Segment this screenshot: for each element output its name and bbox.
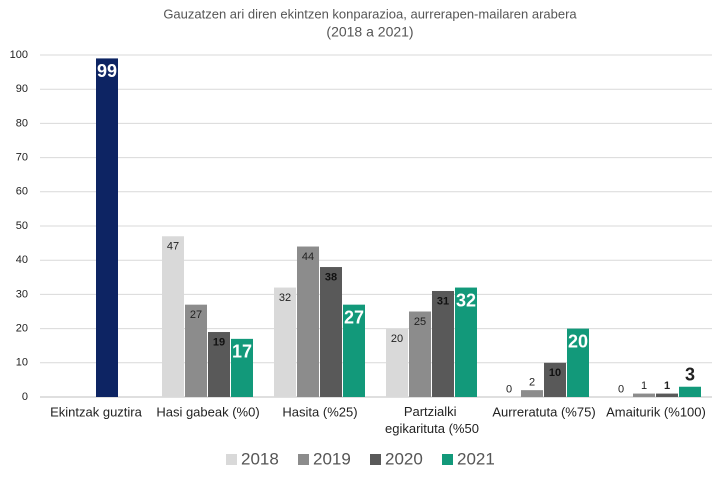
bar xyxy=(567,328,589,397)
bar xyxy=(343,304,365,397)
legend-swatch xyxy=(298,454,309,465)
data-label: 27 xyxy=(344,307,364,327)
bar xyxy=(96,58,118,398)
bar xyxy=(208,332,230,397)
data-label: 3 xyxy=(685,364,695,384)
y-tick-label: 50 xyxy=(16,220,28,232)
legend-swatch xyxy=(442,454,453,465)
x-tick-label: Ekintzak guztira xyxy=(50,404,143,419)
bar xyxy=(274,287,296,397)
data-label: 32 xyxy=(456,290,476,310)
data-label: 2 xyxy=(529,377,535,389)
bar xyxy=(633,393,655,397)
bar xyxy=(320,267,342,397)
x-tick-label: Hasi gabeak (%0) xyxy=(156,404,259,419)
legend-label: 2019 xyxy=(313,449,351,468)
legend-label: 2021 xyxy=(457,449,495,468)
data-label: 1 xyxy=(641,380,647,392)
data-label: 31 xyxy=(437,295,449,307)
y-tick-label: 30 xyxy=(16,288,28,300)
data-label: 10 xyxy=(549,367,561,379)
chart-subtitle: (2018 a 2021) xyxy=(326,24,413,40)
legend-swatch xyxy=(370,454,381,465)
bar xyxy=(409,311,431,397)
y-tick-label: 70 xyxy=(16,152,28,164)
legend-label: 2020 xyxy=(385,449,423,468)
bar xyxy=(521,390,543,397)
data-label: 44 xyxy=(302,251,314,263)
y-tick-label: 0 xyxy=(22,391,28,403)
data-label: 47 xyxy=(167,241,179,253)
bar xyxy=(432,290,454,397)
y-tick-label: 60 xyxy=(16,186,28,198)
y-tick-label: 20 xyxy=(16,323,28,335)
chart-title: Gauzatzen ari diren ekintzen konparazioa… xyxy=(163,6,577,21)
bar xyxy=(679,386,701,397)
bar xyxy=(297,246,319,397)
y-tick-label: 40 xyxy=(16,254,28,266)
bar xyxy=(656,393,678,397)
bar xyxy=(455,287,477,397)
data-label: 0 xyxy=(506,383,512,395)
bar xyxy=(162,236,184,397)
y-tick-label: 90 xyxy=(16,83,28,95)
bar xyxy=(231,338,253,397)
label-line: Partzialki xyxy=(404,404,460,419)
data-label: 0 xyxy=(618,383,624,395)
label-line: egikarituta (%50 xyxy=(385,421,479,436)
legend-swatch xyxy=(226,454,237,465)
data-label: 19 xyxy=(213,336,225,348)
bar xyxy=(185,304,207,397)
bar xyxy=(386,328,408,397)
bar xyxy=(544,362,566,397)
data-label: 38 xyxy=(325,271,337,283)
x-tick-label: Aurreratuta (%75) xyxy=(492,404,595,419)
y-tick-label: 10 xyxy=(16,357,28,369)
x-tick-label: Amaiturik (%100) xyxy=(606,404,706,419)
legend-label: 2018 xyxy=(241,449,279,468)
data-label: 20 xyxy=(568,331,588,351)
data-label: 20 xyxy=(391,333,403,345)
y-tick-label: 100 xyxy=(10,49,28,61)
x-tick-label: Partzialki egikarituta (%50 xyxy=(385,404,479,436)
data-label: 17 xyxy=(232,342,252,362)
data-label: 32 xyxy=(279,292,291,304)
y-tick-label: 80 xyxy=(16,117,28,129)
data-label: 27 xyxy=(190,309,202,321)
data-label: 1 xyxy=(664,380,670,392)
data-label: 99 xyxy=(97,61,117,81)
x-tick-label: Hasita (%25) xyxy=(282,404,357,419)
data-label: 25 xyxy=(414,316,426,328)
